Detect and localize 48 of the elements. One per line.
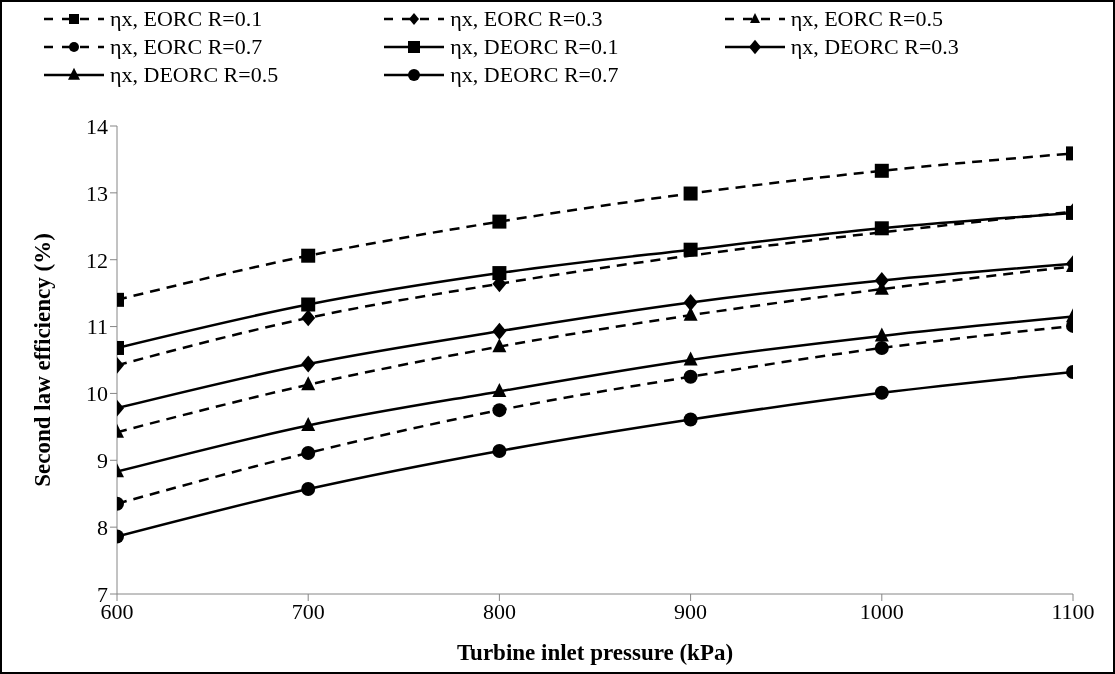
point — [301, 376, 316, 391]
point — [683, 294, 698, 311]
point — [874, 221, 889, 236]
y-tick-label: 14 — [86, 113, 108, 139]
x-tick-label: 900 — [674, 598, 708, 624]
y-tick-label: 9 — [97, 448, 108, 474]
point — [874, 340, 889, 355]
y-tick-label: 8 — [97, 514, 108, 540]
point — [874, 327, 889, 342]
y-tick-label: 11 — [86, 314, 108, 340]
point — [492, 403, 507, 418]
point — [683, 412, 698, 427]
point — [492, 443, 507, 458]
y-tick-label: 12 — [86, 247, 108, 273]
point — [874, 385, 889, 400]
point — [301, 297, 316, 312]
x-tick-label: 700 — [291, 598, 325, 624]
point — [301, 417, 316, 432]
y-tick-label: 13 — [86, 180, 108, 206]
point — [492, 338, 507, 353]
y-tick-label: 10 — [86, 381, 108, 407]
point — [492, 266, 507, 281]
x-axis-title: Turbine inlet pressure (kPa) — [456, 640, 734, 665]
point — [492, 383, 507, 398]
legend-label: ηx, DEORC R=0.1 — [450, 34, 619, 60]
point — [683, 186, 698, 201]
x-tick-label: 800 — [482, 598, 516, 624]
legend-label: ηx, EORC R=0.1 — [110, 6, 263, 32]
point — [683, 351, 698, 366]
point — [301, 482, 316, 497]
point — [683, 242, 698, 257]
point — [683, 369, 698, 384]
x-tick-label: 1000 — [859, 598, 904, 624]
point — [301, 309, 316, 327]
point — [301, 248, 316, 263]
point — [301, 445, 316, 460]
x-tick-label: 1100 — [1051, 598, 1095, 624]
legend-label: ηx, EORC R=0.7 — [110, 34, 263, 60]
legend-label: ηx, EORC R=0.3 — [450, 6, 603, 32]
point — [492, 214, 507, 229]
y-axis-title: Second law efficiency (%) — [30, 233, 56, 487]
legend-label: ηx, EORC R=0.5 — [790, 6, 943, 32]
legend-label: ηx, DEORC R=0.3 — [790, 34, 959, 60]
point — [874, 163, 889, 178]
point — [492, 322, 507, 340]
legend-label: ηx, DEORC R=0.5 — [110, 62, 279, 88]
legend-label: ηx, DEORC R=0.7 — [450, 62, 619, 88]
point — [301, 355, 316, 373]
